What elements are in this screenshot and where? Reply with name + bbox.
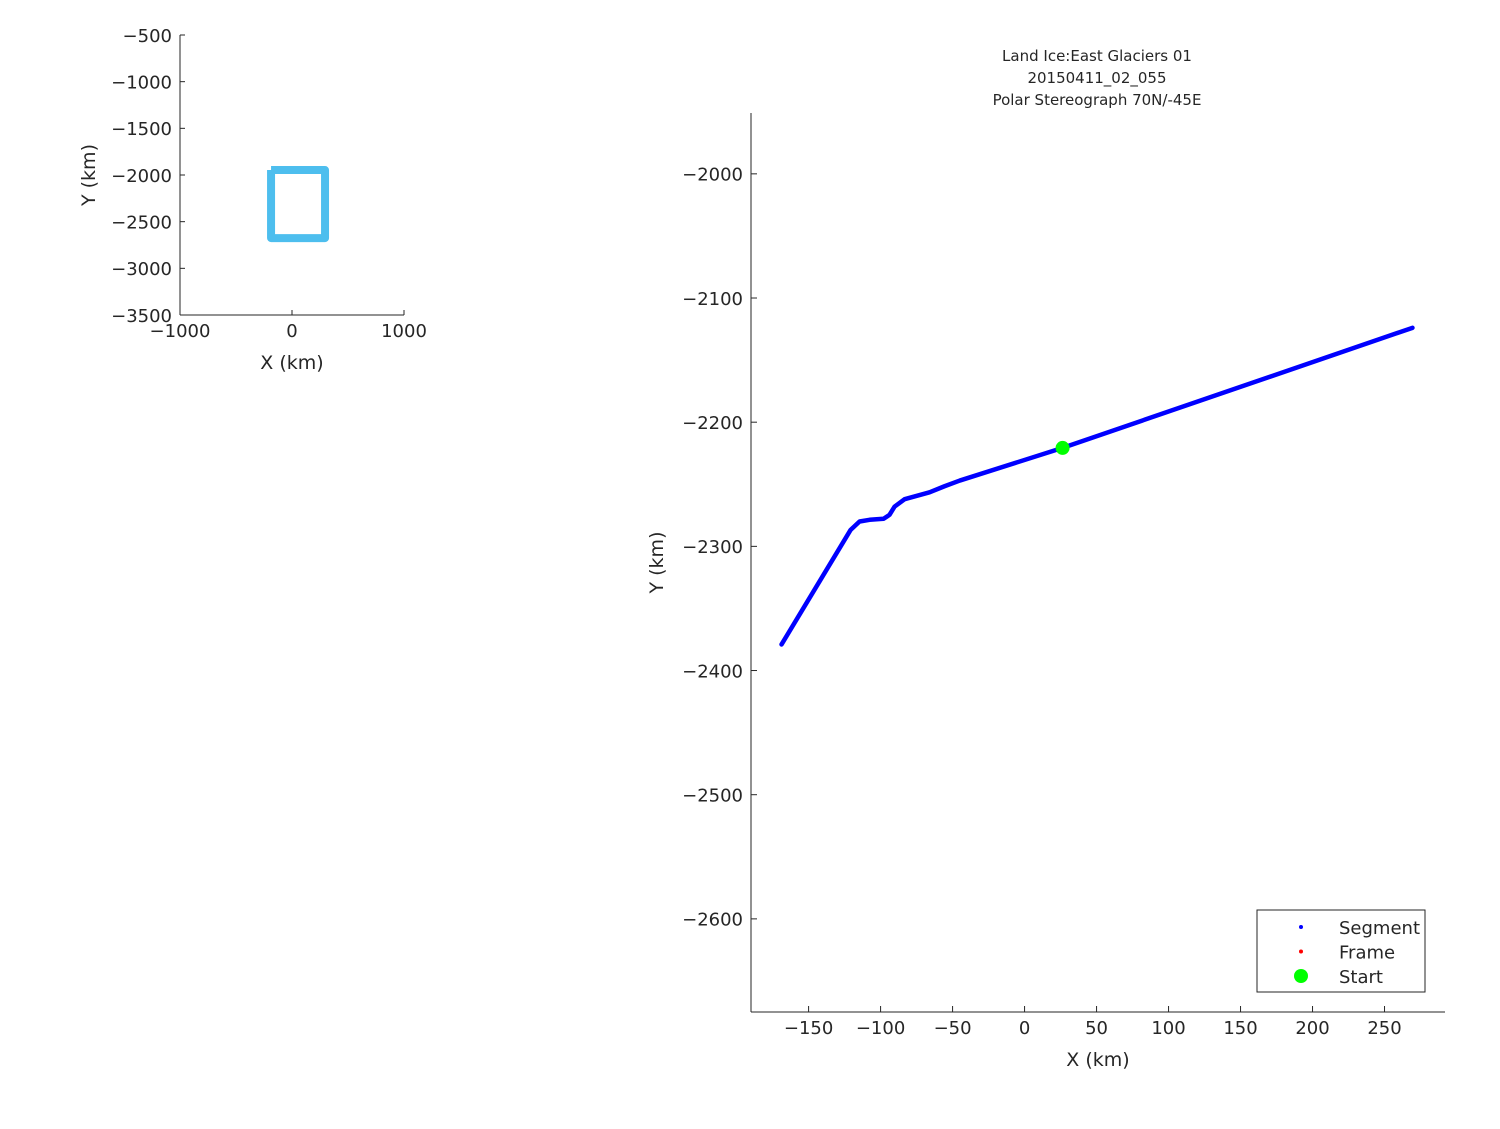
legend-segment-icon	[1299, 925, 1303, 929]
y-tick-label: −3500	[111, 306, 172, 327]
x-tick-label: −150	[784, 1018, 833, 1039]
y-tick-label: −2000	[111, 166, 172, 187]
main-title-line-3: Polar Stereograph 70N/-45E	[993, 91, 1202, 109]
legend-frame-icon	[1299, 949, 1303, 954]
start-marker	[1055, 440, 1070, 455]
y-tick-label: −2500	[682, 786, 743, 807]
x-tick-label: 200	[1295, 1018, 1329, 1039]
legend-start-icon	[1294, 969, 1308, 983]
x-tick-label: −50	[934, 1018, 972, 1039]
y-tick-label: −2100	[682, 289, 743, 310]
x-tick-label: 150	[1223, 1018, 1257, 1039]
x-tick-label: 250	[1367, 1018, 1401, 1039]
legend-label-start: Start	[1339, 967, 1383, 988]
y-tick-label: −1500	[111, 119, 172, 140]
overview-axes: −1000 0 1000 −500 −1000 −1500 −2000 −2500 −3000 −…	[78, 26, 427, 374]
legend-box	[1256, 909, 1426, 993]
y-tick-label: −3000	[111, 259, 172, 280]
main-title-line-2: 20150411_02_055	[1027, 69, 1166, 88]
y-tick-label: −2400	[682, 661, 743, 682]
x-tick-label: 100	[1151, 1018, 1185, 1039]
x-tick-label: 1000	[381, 321, 427, 342]
x-tick-label: −100	[856, 1018, 905, 1039]
main-title-line-1: Land Ice:East Glaciers 01	[1002, 47, 1192, 65]
coverage-box-line	[267, 166, 330, 243]
y-tick-label: −1000	[111, 73, 172, 94]
y-axis-label: Y (km)	[78, 144, 100, 207]
legend-label-frame: Frame	[1339, 943, 1395, 964]
x-tick-label: 0	[286, 321, 297, 342]
x-axis-label: X (km)	[1066, 1049, 1129, 1071]
y-tick-label: −500	[123, 26, 172, 47]
y-tick-label: −2300	[682, 537, 743, 558]
y-axis-label: Y (km)	[646, 532, 668, 595]
x-tick-label: 50	[1085, 1018, 1108, 1039]
main-axes: −150 −100 −50 0 50 100 150 200 250 −2000 −2100 −220…	[646, 113, 1445, 1071]
legend: Segment Frame Start	[1256, 909, 1426, 993]
x-axis-label: X (km)	[260, 352, 323, 374]
y-tick-label: −2600	[682, 910, 743, 931]
y-tick-label: −2000	[682, 165, 743, 186]
x-tick-label: −1000	[150, 321, 211, 342]
y-tick-label: −2500	[111, 213, 172, 234]
legend-label-segment: Segment	[1339, 918, 1420, 939]
y-tick-label: −2200	[682, 413, 743, 434]
segment-line	[779, 325, 1415, 647]
x-tick-label: 0	[1019, 1018, 1030, 1039]
